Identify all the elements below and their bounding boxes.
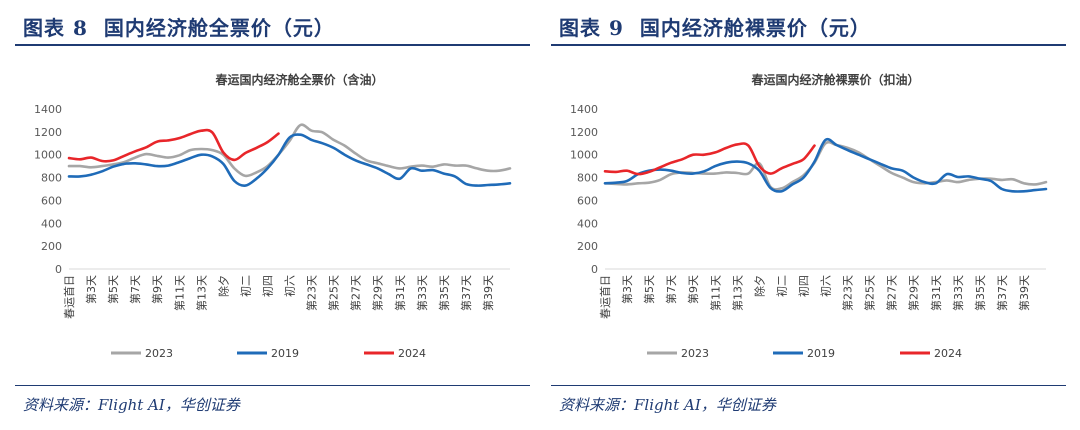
x-tick-label: 第31天 (393, 275, 407, 311)
x-tick-label: 春运首日 (598, 275, 612, 319)
x-tick-label: 第33天 (951, 275, 965, 311)
x-tick-label: 初四 (261, 275, 275, 297)
y-tick-label: 800 (41, 172, 62, 185)
x-tick-label: 第39天 (1017, 275, 1031, 311)
x-tick-label: 春运首日 (62, 275, 76, 319)
x-tick-label: 第35天 (437, 275, 451, 311)
x-tick-label: 第39天 (481, 275, 495, 311)
y-tick-label: 800 (577, 172, 598, 185)
x-tick-label: 第9天 (150, 275, 164, 304)
title-rule (15, 44, 530, 46)
x-tick-label: 初六 (283, 275, 297, 297)
x-tick-label: 第25天 (327, 275, 341, 311)
x-tick-label: 第27天 (885, 275, 899, 311)
fare-chart-with-fuel: 春运国内经济舱全票价（含油） 0 200 400 600 800 1000 1200 1400 春… (34, 72, 512, 360)
y-tick-label: 1200 (570, 126, 598, 139)
y-tick-label: 400 (41, 217, 62, 230)
x-tick-label: 除夕 (752, 275, 766, 297)
x-tick-label: 初四 (797, 275, 811, 297)
x-tick-label: 第7天 (128, 275, 142, 304)
source-rule (551, 385, 1066, 386)
legend-label-2023: 2023 (145, 347, 173, 360)
series-line-2023 (67, 123, 512, 178)
chart-title: 春运国内经济舱裸票价（扣油） (750, 72, 919, 87)
source-rule (15, 385, 530, 386)
x-tick-label: 第29天 (907, 275, 921, 311)
series-line-2023 (603, 140, 1048, 191)
y-tick-label: 1000 (570, 149, 598, 162)
series-line-2019 (67, 133, 512, 187)
x-tick-label: 第3天 (84, 275, 98, 304)
y-tick-label: 1400 (570, 103, 598, 116)
legend-label-2019: 2019 (807, 347, 835, 360)
x-tick-label: 第25天 (863, 275, 877, 311)
x-tick-label: 第5天 (642, 275, 656, 304)
x-tick-label: 初六 (819, 275, 833, 297)
legend-label-2024: 2024 (934, 347, 962, 360)
x-tick-label: 第5天 (106, 275, 120, 304)
legend-label-2023: 2023 (681, 347, 709, 360)
x-tick-label: 第29天 (371, 275, 385, 311)
y-tick-label: 0 (55, 263, 62, 276)
x-tick-label: 第13天 (194, 275, 208, 311)
legend-label-2024: 2024 (398, 347, 426, 360)
series-line-2019 (603, 137, 1048, 193)
y-tick-label: 600 (577, 194, 598, 207)
figure-caption: 国内经济舱裸票价（元） (639, 16, 871, 40)
y-tick-label: 0 (591, 263, 598, 276)
y-tick-label: 400 (577, 217, 598, 230)
y-tick-label: 200 (41, 240, 62, 253)
x-tick-label: 第35天 (973, 275, 987, 311)
x-tick-label: 第33天 (415, 275, 429, 311)
x-tick-label: 第23天 (305, 275, 319, 311)
figure-title: 图表 8 国内经济舱全票价（元） (23, 12, 335, 41)
y-tick-label: 1400 (34, 103, 62, 116)
figure-8-panel: 图表 8 国内经济舱全票价（元） 春运国内经济舱全票价（含油） 0 200 400 60… (15, 0, 542, 430)
x-tick-label: 第11天 (708, 275, 722, 311)
x-tick-label: 第31天 (929, 275, 943, 311)
x-tick-label: 第11天 (172, 275, 186, 311)
series-line-2024 (67, 128, 280, 163)
x-tick-label: 第3天 (620, 275, 634, 304)
x-tick-label: 第13天 (730, 275, 744, 311)
x-tick-label: 初二 (774, 275, 788, 297)
figure-label: 图表 8 (23, 16, 88, 40)
x-tick-label: 第37天 (995, 275, 1009, 311)
y-tick-label: 200 (577, 240, 598, 253)
x-tick-label: 第9天 (686, 275, 700, 304)
legend-label-2019: 2019 (271, 347, 299, 360)
chart-title: 春运国内经济舱全票价（含油） (214, 72, 383, 87)
source-note: 资料来源：Flight AI，华创证券 (559, 396, 776, 414)
fare-chart-without-fuel: 春运国内经济舱裸票价（扣油） 0 200 400 600 800 1000 1200 1400 春… (570, 72, 1048, 360)
x-tick-label: 第27天 (349, 275, 363, 311)
source-note: 资料来源：Flight AI，华创证券 (23, 396, 240, 414)
x-tick-label: 除夕 (216, 275, 230, 297)
figure-title: 图表 9 国内经济舱裸票价（元） (559, 12, 871, 41)
y-tick-label: 1200 (34, 126, 62, 139)
figure-9-panel: 图表 9 国内经济舱裸票价（元） 春运国内经济舱裸票价（扣油） 0 200 400 60… (551, 0, 1078, 430)
title-rule (551, 44, 1066, 46)
figure-label: 图表 9 (559, 16, 624, 40)
y-tick-label: 600 (41, 194, 62, 207)
series-line-2024 (603, 142, 816, 176)
x-tick-label: 第37天 (459, 275, 473, 311)
x-tick-label: 初二 (238, 275, 252, 297)
y-tick-label: 1000 (34, 149, 62, 162)
figure-caption: 国内经济舱全票价（元） (103, 16, 335, 40)
x-tick-label: 第23天 (841, 275, 855, 311)
x-tick-label: 第7天 (664, 275, 678, 304)
